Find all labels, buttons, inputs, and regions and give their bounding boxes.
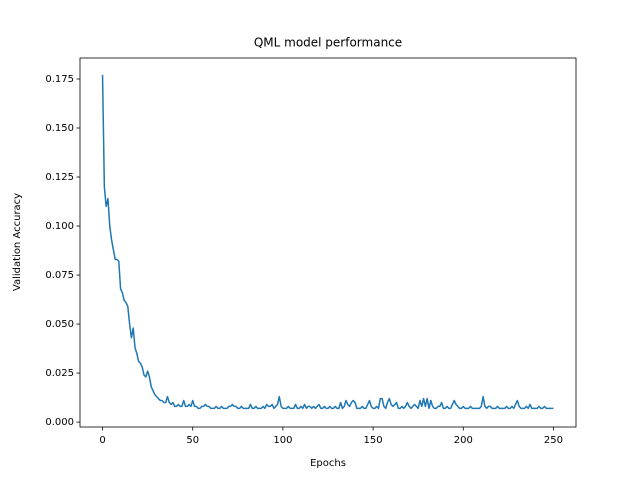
chart-title: QML model performance [254, 36, 402, 50]
y-tick-label: 0.025 [45, 368, 74, 379]
data-line [101, 75, 554, 410]
x-tick-label: 150 [364, 435, 383, 446]
plot-frame [79, 57, 577, 428]
x-tick-label: 200 [454, 435, 473, 446]
y-axis-label: Validation Accuracy [12, 193, 23, 291]
x-axis-label: Epochs [310, 458, 346, 469]
y-tick-label: 0.150 [45, 123, 74, 134]
x-tick-label: 0 [99, 435, 105, 446]
x-tick-label: 50 [186, 435, 199, 446]
y-tick-label: 0.125 [45, 172, 74, 183]
x-tick-label: 250 [544, 435, 563, 446]
y-tick-label: 0.050 [45, 319, 74, 330]
y-tick-label: 0.175 [45, 74, 74, 85]
x-tick-label: 100 [273, 435, 292, 446]
y-tick-label: 0.000 [45, 417, 74, 428]
y-tick-label: 0.075 [45, 270, 74, 281]
y-tick-label: 0.100 [45, 221, 74, 232]
